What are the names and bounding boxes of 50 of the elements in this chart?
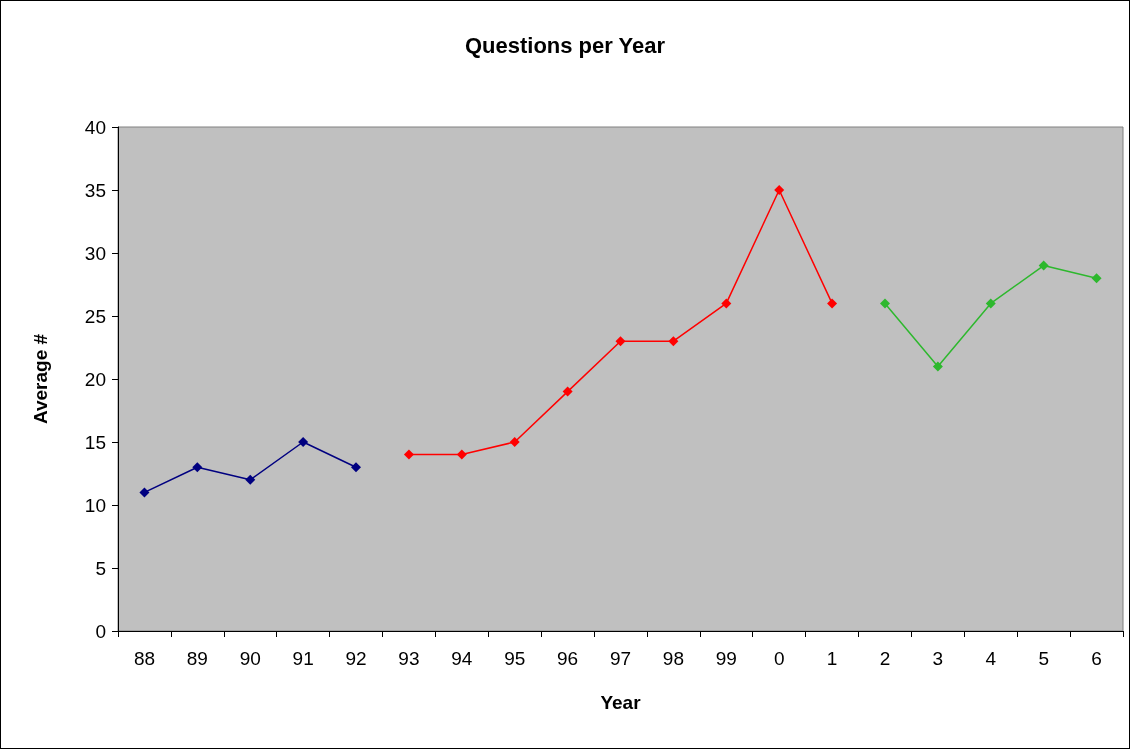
point <box>139 487 150 498</box>
x-tick-label: 88 <box>133 648 156 669</box>
x-tick-label: 90 <box>239 648 261 669</box>
x-tick-label: 6 <box>1091 648 1102 669</box>
x-tick-label: 3 <box>932 648 944 669</box>
point <box>1038 260 1049 271</box>
point <box>932 361 943 372</box>
point <box>245 474 256 485</box>
y-axis-title: Average # <box>30 333 51 425</box>
x-tick-label: 97 <box>609 648 632 669</box>
y-tick-label: 15 <box>84 431 106 453</box>
point <box>562 386 573 397</box>
point <box>615 336 626 347</box>
x-tick-label: 94 <box>451 648 473 669</box>
x-tick-label: 89 <box>186 648 208 669</box>
point <box>879 298 890 309</box>
x-axis-title: Year <box>600 692 642 713</box>
chart-title: Questions per Year <box>464 32 666 58</box>
point <box>192 462 203 473</box>
point <box>1091 273 1102 284</box>
x-tick-label: 95 <box>504 648 526 669</box>
point <box>827 298 838 309</box>
y-tick-label: 25 <box>84 305 106 327</box>
y-tick-label: 10 <box>84 494 106 516</box>
x-tick-label: 93 <box>398 648 420 669</box>
y-tick-label: 5 <box>95 557 106 579</box>
point <box>456 449 467 460</box>
point <box>351 462 362 473</box>
y-tick-label: 35 <box>84 179 106 201</box>
point <box>509 437 520 447</box>
point <box>774 185 785 195</box>
x-tick-label: 92 <box>345 648 367 669</box>
x-tick-label: 2 <box>879 648 891 669</box>
x-tick-label: 0 <box>773 648 785 669</box>
point <box>668 336 679 347</box>
x-tick-label: 99 <box>715 648 737 669</box>
point <box>985 298 996 309</box>
x-tick-label: 4 <box>985 648 997 669</box>
x-tick-label: 91 <box>292 648 314 669</box>
y-tick-label: 30 <box>84 242 106 264</box>
y-tick-label: 0 <box>95 620 106 642</box>
point <box>403 449 414 460</box>
y-tick-label: 40 <box>84 116 106 138</box>
x-tick-label: 96 <box>557 648 579 669</box>
x-tick-label: 5 <box>1038 648 1049 669</box>
x-tick-label: 1 <box>826 648 838 669</box>
y-tick-label: 20 <box>84 368 106 390</box>
point <box>721 298 732 309</box>
point <box>298 437 309 447</box>
x-tick-label: 98 <box>662 648 684 669</box>
